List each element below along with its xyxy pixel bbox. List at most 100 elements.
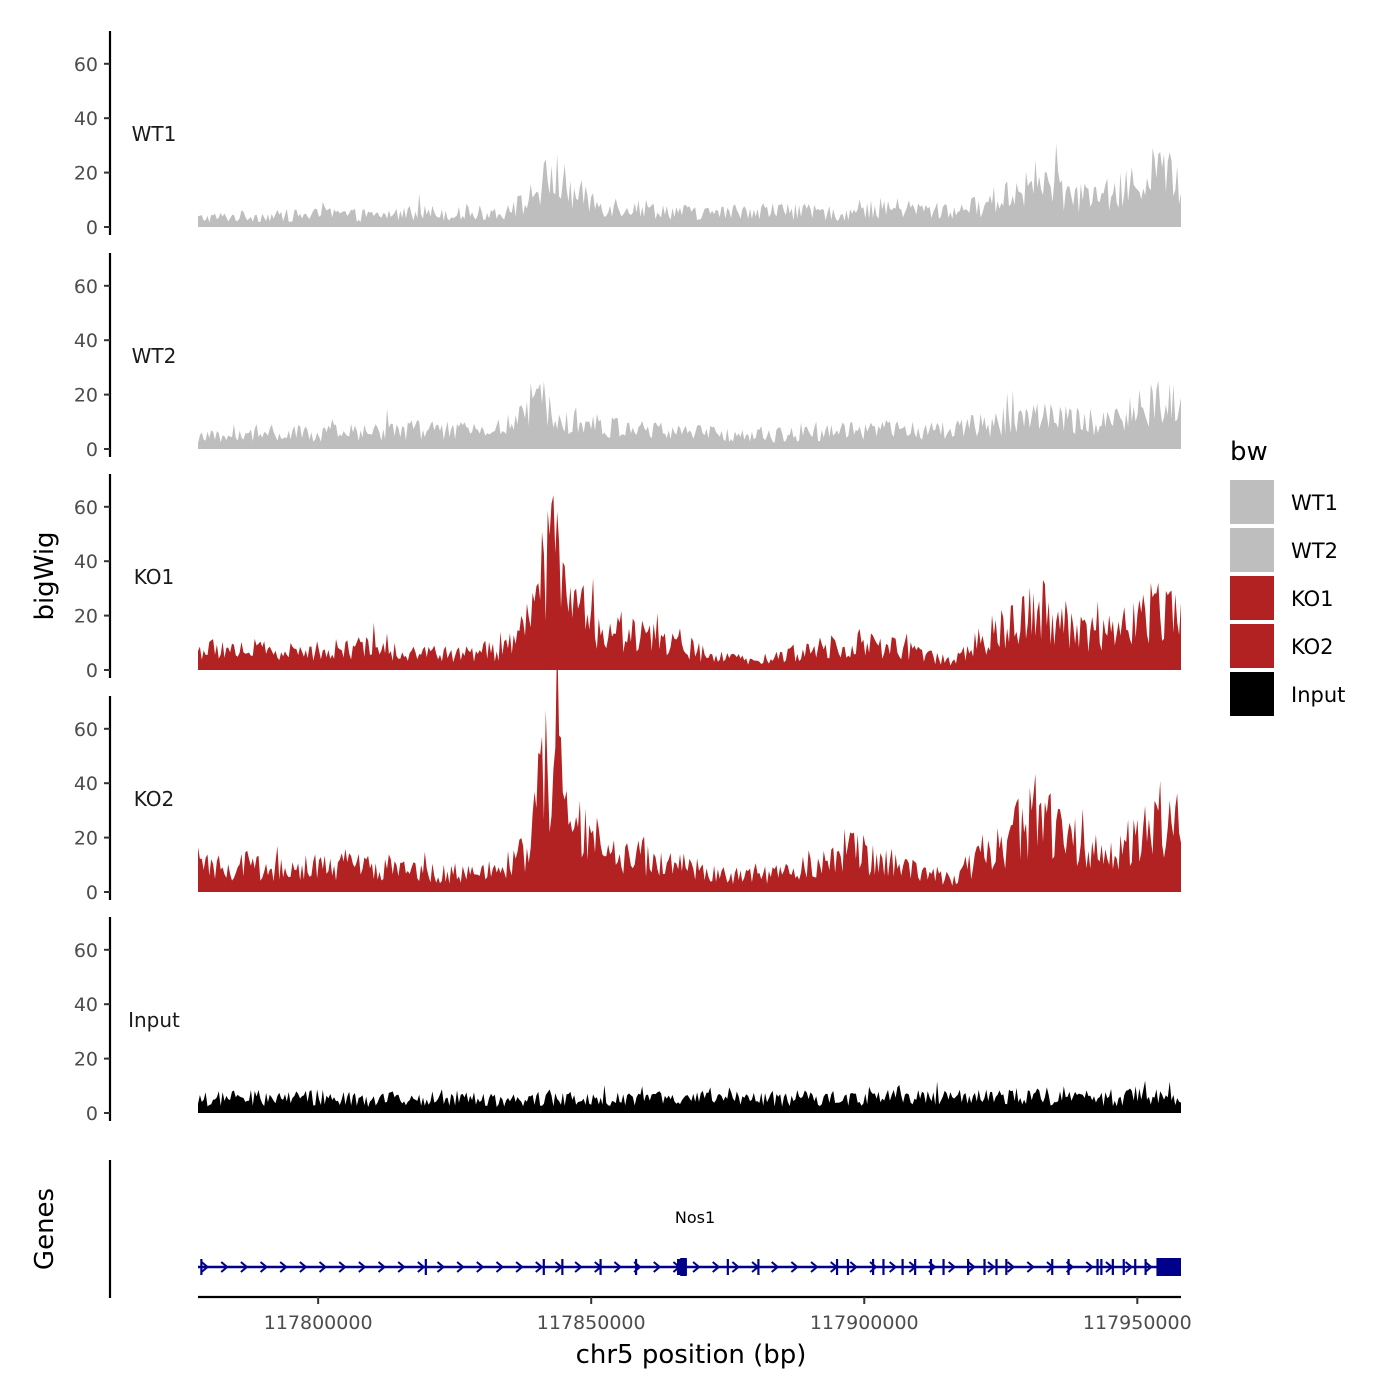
exon	[1051, 1259, 1054, 1275]
legend-key	[1230, 528, 1274, 572]
exon-block	[1156, 1258, 1181, 1276]
exon	[1134, 1259, 1137, 1275]
strand-arrow	[692, 1261, 701, 1273]
strand-arrow	[220, 1261, 229, 1273]
strand-arrow	[1026, 1261, 1035, 1273]
strand-arrow	[200, 1261, 210, 1273]
exon	[983, 1259, 986, 1275]
strand-arrow	[495, 1261, 505, 1273]
strand-arrow	[731, 1261, 740, 1273]
exon-block	[680, 1258, 687, 1276]
legend-key	[1230, 624, 1274, 668]
x-axis: 117800000 117850000 117900000 117950000	[198, 1295, 1192, 1334]
exon	[846, 1259, 850, 1275]
strand-arrow	[535, 1261, 544, 1273]
panel-input: 0 20 40 60 Input	[74, 917, 1181, 1125]
exon	[726, 1259, 729, 1275]
strand-arrow	[613, 1261, 622, 1273]
y-tick-label: 0	[86, 217, 98, 239]
strand-arrow	[417, 1261, 426, 1273]
strand-arrow	[476, 1261, 485, 1273]
coverage-area-wt2	[198, 380, 1181, 449]
exon	[882, 1259, 885, 1275]
legend-key	[1230, 480, 1274, 524]
panel-wt1: 0 20 40 60 WT1	[74, 31, 1181, 239]
strand-arrow	[240, 1261, 249, 1273]
y-tick-label: 20	[74, 385, 98, 407]
track-label-ko2: KO2	[134, 787, 175, 811]
y-tick-label: 60	[74, 719, 98, 741]
exon	[1005, 1259, 1008, 1275]
legend-item-wt2: WT2	[1230, 528, 1338, 572]
strand-arrow	[436, 1261, 446, 1273]
track-label-input: Input	[128, 1008, 180, 1032]
x-axis-title: chr5 position (bp)	[576, 1340, 807, 1370]
strand-arrow	[810, 1261, 819, 1273]
y-tick-label: 0	[86, 660, 98, 682]
strand-arrow	[397, 1261, 406, 1273]
coverage-area-ko2	[198, 632, 1181, 892]
x-tick-label: 117950000	[1083, 1312, 1192, 1334]
y-tick-label: 60	[74, 497, 98, 519]
exon	[200, 1259, 203, 1275]
coverage-area-wt1	[198, 144, 1181, 227]
x-tick-label: 117800000	[264, 1312, 373, 1334]
y-tick-label: 40	[74, 551, 98, 573]
exon	[757, 1259, 760, 1275]
strand-arrow	[1124, 1261, 1134, 1273]
y-tick-label: 20	[74, 606, 98, 628]
y-tick-label: 20	[74, 1049, 98, 1071]
track-label-wt2: WT2	[132, 344, 177, 368]
strand-arrow	[653, 1261, 662, 1273]
legend-label: Input	[1291, 683, 1345, 707]
gene-track	[108, 1160, 1181, 1298]
legend-title: bw	[1230, 437, 1268, 467]
exon	[1111, 1259, 1114, 1275]
strand-arrow	[849, 1261, 858, 1273]
panel-wt2: 0 20 40 60 WT2	[74, 253, 1181, 461]
legend-key	[1230, 672, 1274, 716]
exon	[1100, 1259, 1103, 1275]
strand-arrow	[574, 1261, 583, 1273]
exon	[599, 1259, 602, 1275]
exon	[942, 1259, 945, 1275]
track-label-ko1: KO1	[134, 565, 175, 589]
y-axis-title: bigWig	[30, 531, 60, 620]
strand-arrow	[358, 1261, 367, 1273]
legend-label: KO2	[1291, 635, 1334, 659]
exon	[1144, 1259, 1147, 1275]
legend: WT1 WT2 KO1 KO2 Input	[1230, 480, 1345, 716]
panel-ko1: 0 20 40 60 KO1	[74, 474, 1181, 682]
strand-arrow	[259, 1261, 269, 1273]
exon	[561, 1259, 564, 1275]
genes-track-title: Genes	[30, 1188, 60, 1270]
strand-arrow	[987, 1261, 996, 1273]
exon	[1122, 1259, 1125, 1275]
y-tick-label: 60	[74, 54, 98, 76]
exon	[424, 1259, 427, 1275]
exon	[871, 1259, 875, 1275]
exon	[678, 1259, 681, 1275]
strand-arrow	[869, 1261, 878, 1273]
exon	[1067, 1259, 1070, 1275]
strand-arrow	[771, 1261, 780, 1273]
legend-key	[1230, 576, 1274, 620]
exon	[901, 1259, 904, 1275]
y-tick-label: 0	[86, 882, 98, 904]
y-tick-label: 60	[74, 940, 98, 962]
y-tick-label: 0	[86, 439, 98, 461]
y-tick-label: 40	[74, 994, 98, 1016]
track-label-wt1: WT1	[132, 122, 177, 146]
exon	[542, 1259, 545, 1275]
exon	[914, 1259, 917, 1275]
strand-arrow	[338, 1261, 347, 1273]
strand-arrow	[456, 1261, 465, 1273]
strand-arrow	[318, 1261, 328, 1273]
exon	[929, 1259, 933, 1275]
exon	[677, 1259, 680, 1275]
strand-arrow	[299, 1261, 308, 1273]
exon	[835, 1259, 839, 1275]
legend-item-input: Input	[1230, 672, 1345, 716]
legend-label: WT2	[1291, 539, 1338, 563]
